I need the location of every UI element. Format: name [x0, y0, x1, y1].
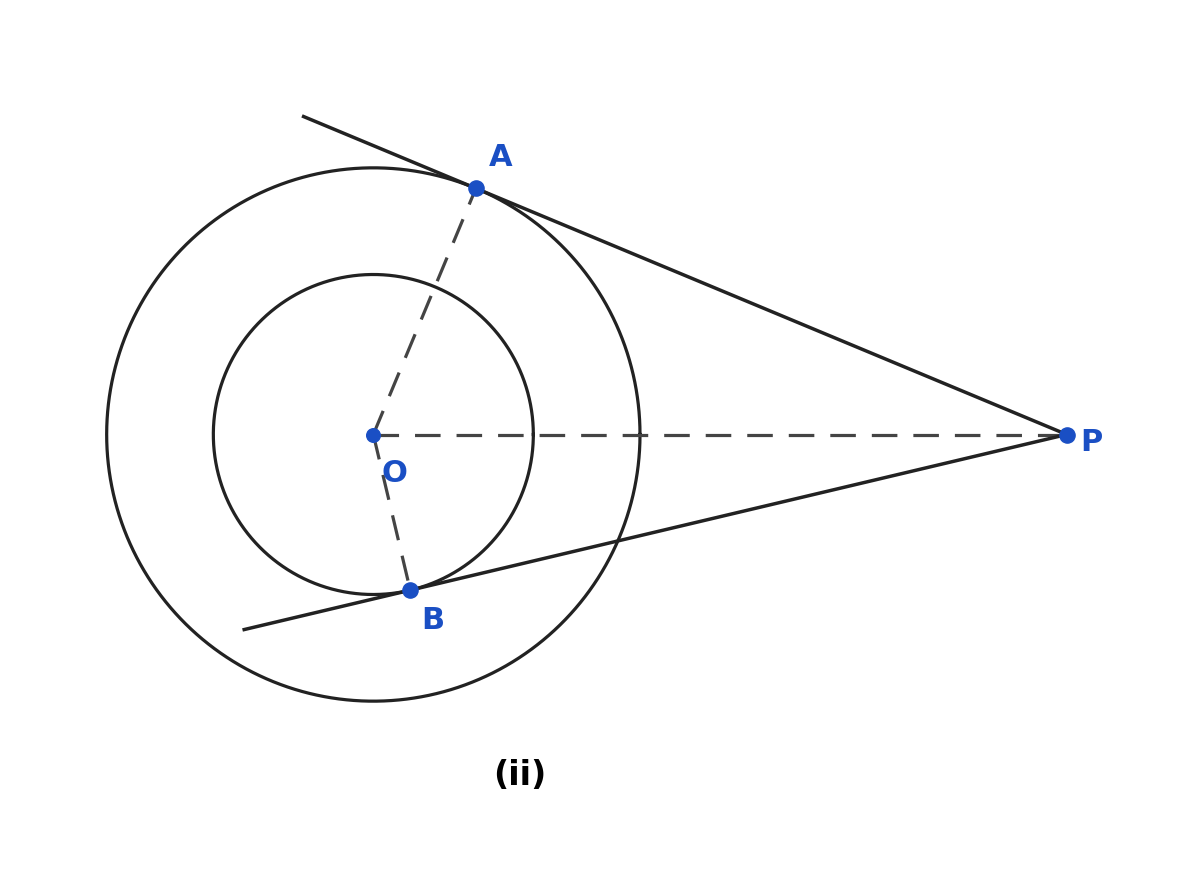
Text: B: B	[421, 607, 444, 635]
Text: O: O	[382, 459, 407, 488]
Text: A: A	[490, 143, 512, 172]
Point	[1057, 428, 1076, 441]
Point	[467, 182, 486, 196]
Text: (ii): (ii)	[493, 759, 547, 792]
Text: P: P	[1080, 428, 1103, 457]
Point	[364, 428, 383, 441]
Point	[401, 583, 420, 597]
